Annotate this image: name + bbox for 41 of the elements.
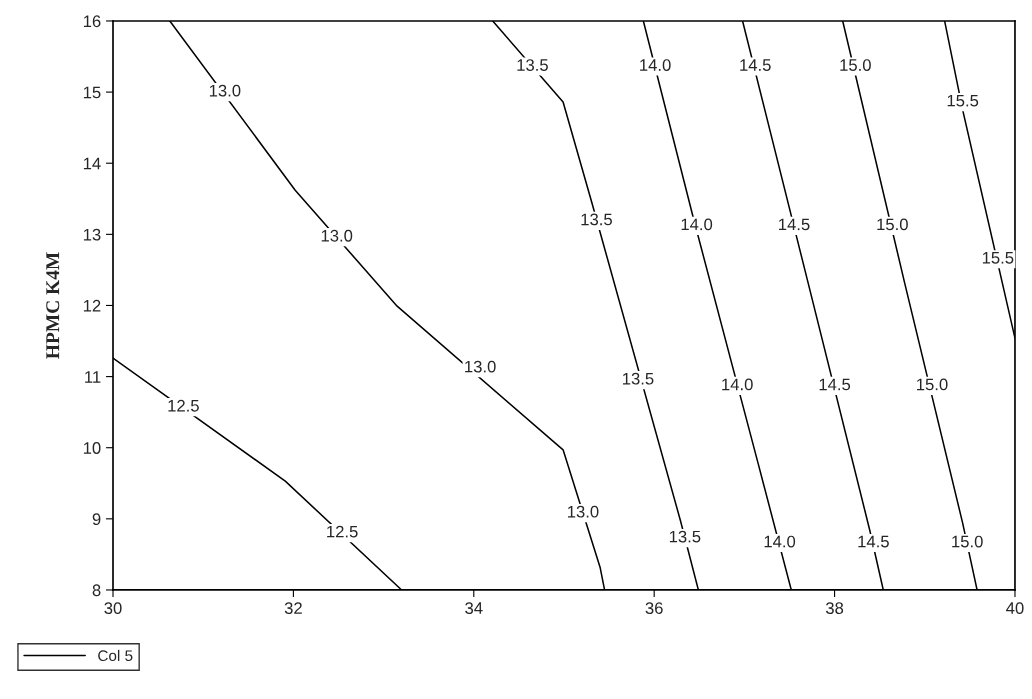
annotation: 12.5	[327, 525, 358, 538]
annotation: 14.5	[858, 535, 889, 548]
annotation: 14.0	[764, 535, 796, 548]
annotation: 13.5	[517, 59, 548, 71]
annotation: 14.0	[681, 218, 713, 231]
annotation: 15.5	[947, 94, 979, 107]
x-tick-label: 40	[1006, 602, 1024, 614]
annotation: 15.0	[952, 535, 983, 548]
annotation: 15.0	[877, 218, 908, 231]
annotation: 14.0	[640, 59, 671, 71]
annotation: 15.0	[917, 378, 948, 391]
y-tick-label: 11	[85, 371, 101, 383]
annotation: 13.0	[567, 505, 599, 518]
annotation: 13.0	[465, 360, 496, 373]
y-tick-label: 8	[92, 584, 101, 597]
annotation: 13.5	[581, 213, 612, 226]
annotation: 13.0	[321, 229, 353, 242]
annotation: 13.5	[623, 372, 654, 385]
annotation: 15.0	[840, 59, 871, 71]
y-tick-label: 12	[83, 299, 101, 312]
x-tick-label: 34	[465, 602, 483, 614]
annotation: 15.5	[982, 252, 1014, 264]
annotation: 14.0	[722, 378, 753, 391]
annotation: 12.5	[168, 399, 199, 412]
annotation: 13.5	[669, 530, 701, 543]
x-tick-label: 30	[104, 602, 122, 614]
annotation: 14.5	[819, 378, 851, 391]
y-axis-title: HPMC K4M	[46, 252, 60, 359]
annotation: 14.5	[779, 218, 810, 231]
y-tick-label: 13	[83, 228, 101, 241]
y-tick-label: 10	[83, 442, 101, 454]
y-tick-label: 16	[83, 15, 101, 28]
x-tick-label: 32	[284, 602, 302, 614]
y-tick-label: 9	[92, 513, 101, 526]
annotation: 14.5	[740, 59, 771, 71]
legend-label: Col 5	[98, 649, 133, 662]
x-tick-label: 38	[825, 602, 844, 614]
y-tick-label: 15	[83, 86, 101, 99]
y-tick-label: 14	[83, 157, 101, 170]
x-tick-label: 36	[645, 602, 663, 614]
annotation: 13.0	[209, 84, 241, 97]
